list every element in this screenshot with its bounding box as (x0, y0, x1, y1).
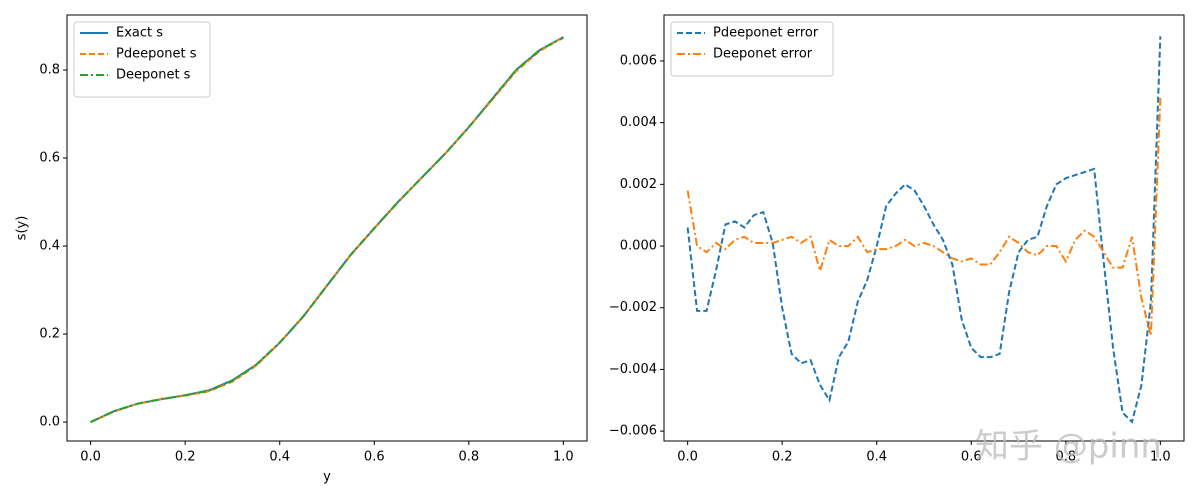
y-tick-label: 0.004 (620, 115, 657, 130)
y-tick-label: 0.002 (620, 177, 657, 192)
x-tick-label: 0.8 (1055, 450, 1076, 465)
y-tick-label: 0.0 (39, 415, 60, 430)
legend-box (670, 21, 834, 77)
x-tick-label: 0.2 (175, 450, 196, 465)
x-tick-label: 0.0 (677, 450, 698, 465)
y-tick-label: 0.6 (39, 151, 60, 166)
legend-box (73, 21, 211, 98)
x-tick-label: 1.0 (1150, 450, 1171, 465)
x-tick-label: 1.0 (553, 450, 574, 465)
y-tick-label: −0.004 (609, 362, 657, 377)
y-tick-label: 0.2 (39, 327, 60, 342)
axes: 0.0 0.2 0.4 0.6 0.8 1.0 0.0 0.2 0.4 0.6 0.8 y s(y) (15, 63, 574, 485)
legend-label: Exact s (116, 26, 163, 41)
x-tick-label: 0.2 (772, 450, 793, 465)
legend: Exact s Pdeeponet s Deeponet s (73, 21, 211, 98)
y-tick-label: −0.002 (609, 300, 657, 315)
axes: 0.0 0.2 0.4 0.6 0.8 1.0 −0.006 −0.004 −0.002 0.00… (609, 53, 1171, 464)
y-tick-label: 0.000 (620, 239, 657, 254)
watermark: 知乎 @pinn (975, 427, 1162, 467)
series-line (90, 36, 564, 423)
x-tick-label: 0.6 (961, 450, 982, 465)
y-tick-label: 0.8 (39, 63, 60, 78)
x-tick-label: 0.4 (269, 450, 290, 465)
x-tick-label: 0.8 (458, 450, 479, 465)
legend-label: Pdeeponet s (116, 47, 197, 62)
series-line (686, 97, 1162, 336)
x-axis-label: y (323, 470, 331, 485)
y-axis-label: s(y) (15, 216, 30, 241)
x-tick-label: 0.0 (80, 450, 101, 465)
legend-label: Pdeeponet error (713, 26, 819, 41)
y-tick-label: 0.4 (39, 239, 60, 254)
legend-label: Deeponet error (713, 47, 813, 62)
legend: Pdeeponet error Deeponet error (670, 21, 834, 77)
axes-frame (663, 14, 1185, 442)
legend-label: Deeponet s (116, 68, 191, 83)
x-tick-label: 0.6 (364, 450, 385, 465)
x-tick-label: 0.4 (866, 450, 887, 465)
series-line (686, 36, 1162, 424)
y-tick-label: 0.006 (620, 53, 657, 68)
axes-frame (66, 14, 588, 442)
y-tick-label: −0.006 (609, 424, 657, 439)
